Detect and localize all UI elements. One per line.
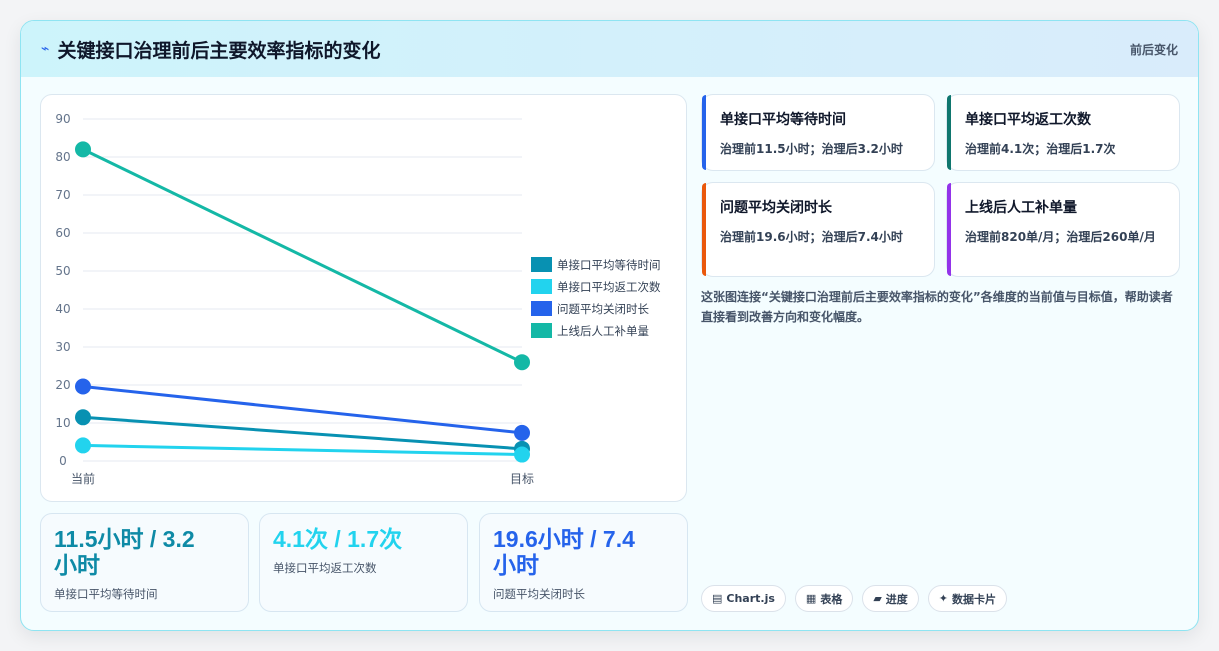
legend-label: 上线后人工补单量 xyxy=(557,324,649,338)
legend-swatch xyxy=(531,279,552,294)
kpi-card-wait-time: 单接口平均等待时间 治理前11.5小时；治理后3.2小时 xyxy=(701,94,935,171)
y-tick-label: 60 xyxy=(55,226,70,240)
data-point xyxy=(514,446,530,463)
legend-swatch xyxy=(531,323,552,338)
series-line xyxy=(82,385,523,435)
data-point xyxy=(514,354,530,371)
kpi-card-manual-orders: 上线后人工补单量 治理前820单/月；治理后260单/月 xyxy=(946,182,1180,277)
kpi-card-rework: 单接口平均返工次数 治理前4.1次；治理后1.7次 xyxy=(946,94,1180,171)
bolt-icon: ⌁ xyxy=(41,41,50,57)
stat-card-wait-time: 11.5小时 / 3.2 小时 单接口平均等待时间 xyxy=(40,513,249,612)
stat-value: 11.5小时 / 3.2 小时 xyxy=(54,526,195,578)
data-point xyxy=(514,424,530,441)
y-tick-label: 10 xyxy=(55,416,70,430)
chart-icon: ▤ xyxy=(712,592,723,605)
x-tick-label: 目标 xyxy=(510,472,534,486)
stat-value: 4.1次 / 1.7次 xyxy=(273,526,403,552)
y-tick-label: 40 xyxy=(55,302,70,316)
kpi-title: 单接口平均等待时间 xyxy=(720,112,846,128)
x-tick-label: 当前 xyxy=(71,471,95,486)
y-tick-label: 30 xyxy=(55,340,70,354)
kpi-card-close-time: 问题平均关闭时长 治理前19.6小时；治理后7.4小时 xyxy=(701,182,935,277)
chip-chartjs[interactable]: ▤ Chart.js xyxy=(701,585,786,612)
y-tick-label: 0 xyxy=(59,454,67,468)
data-point xyxy=(75,409,91,426)
feature-chips: ▤ Chart.js ▦ 表格 ▰ 进度 ✦ 数据卡片 xyxy=(701,585,1008,612)
stat-value: 19.6小时 / 7.4 小时 xyxy=(493,526,635,578)
kpi-detail: 治理前4.1次；治理后1.7次 xyxy=(965,142,1116,156)
stat-label: 问题平均关闭时长 xyxy=(493,587,585,601)
kpi-title: 上线后人工补单量 xyxy=(965,200,1077,216)
stat-label: 单接口平均等待时间 xyxy=(54,587,158,601)
series-line xyxy=(82,148,523,364)
data-point xyxy=(75,437,91,454)
card-header: ⌁ 关键接口治理前后主要效率指标的变化 前后变化 xyxy=(21,21,1198,77)
chip-label: 表格 xyxy=(820,592,843,606)
y-tick-label: 20 xyxy=(55,378,70,392)
kpi-title: 单接口平均返工次数 xyxy=(965,112,1091,128)
data-point xyxy=(75,378,91,395)
series-line xyxy=(82,415,523,451)
legend-label: 单接口平均返工次数 xyxy=(557,280,661,294)
table-icon: ▦ xyxy=(805,592,817,605)
card-title: 关键接口治理前后主要效率指标的变化 xyxy=(57,39,381,62)
main-card: ⌁ 关键接口治理前后主要效率指标的变化 前后变化 0 10 20 30 40 50 60 70… xyxy=(20,20,1199,631)
kpi-detail: 治理前11.5小时；治理后3.2小时 xyxy=(720,142,903,156)
stat-label: 单接口平均返工次数 xyxy=(273,561,377,575)
y-tick-label: 70 xyxy=(55,188,70,202)
kpi-detail: 治理前19.6小时；治理后7.4小时 xyxy=(720,230,903,244)
header-tag: 前后变化 xyxy=(1129,42,1178,57)
chart-description: 这张图连接“关键接口治理前后主要效率指标的变化”各维度的当前值与目标值，帮助读者… xyxy=(701,290,1173,324)
data-point xyxy=(75,141,91,158)
chip-label: 进度 xyxy=(885,592,908,606)
legend-swatch xyxy=(531,301,552,316)
line-chart: 0 10 20 30 40 50 60 70 80 90 当前 目标 单接口平均等待时间单接口平均返工次… xyxy=(55,112,661,486)
progress-icon: ▰ xyxy=(873,592,882,605)
kpi-detail: 治理前820单/月；治理后260单/月 xyxy=(965,230,1156,244)
sparkle-icon: ✦ xyxy=(938,592,949,605)
stat-card-rework: 4.1次 / 1.7次 单接口平均返工次数 xyxy=(259,513,468,612)
stat-card-close-time: 19.6小时 / 7.4 小时 问题平均关闭时长 xyxy=(479,513,688,612)
chip-data-card[interactable]: ✦ 数据卡片 xyxy=(927,585,1008,612)
chip-label: 数据卡片 xyxy=(952,592,997,606)
kpi-title: 问题平均关闭时长 xyxy=(720,200,832,216)
chip-progress[interactable]: ▰ 进度 xyxy=(862,585,919,612)
series-line xyxy=(82,443,523,457)
line-chart-panel: 0 10 20 30 40 50 60 70 80 90 当前 目标 单接口平均等待时间 单接口平均返工次… xyxy=(40,94,687,502)
y-tick-label: 90 xyxy=(55,112,70,126)
legend-label: 问题平均关闭时长 xyxy=(557,302,649,316)
legend-label: 单接口平均等待时间 xyxy=(557,258,661,272)
y-tick-label: 80 xyxy=(55,150,70,164)
y-tick-label: 50 xyxy=(55,264,70,278)
chip-table[interactable]: ▦ 表格 xyxy=(794,585,854,612)
chip-label: Chart.js xyxy=(726,592,775,605)
legend-swatch xyxy=(531,257,552,272)
